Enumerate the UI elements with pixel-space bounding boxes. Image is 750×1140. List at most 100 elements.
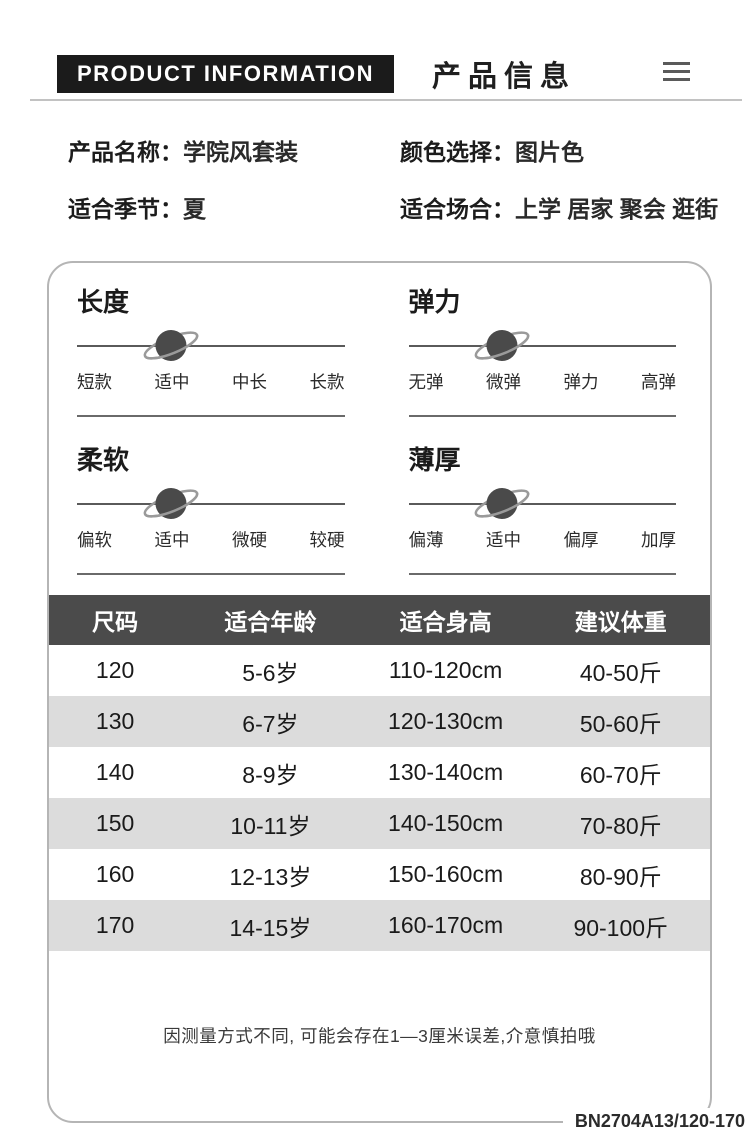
cell-height: 150-160cm (388, 861, 504, 887)
detail-value: 夏 (183, 196, 206, 222)
menu-line (663, 77, 690, 81)
slider-option: 适中 (154, 372, 190, 392)
planet-marker-icon (143, 488, 199, 519)
cell-size: 140 (95, 759, 135, 785)
cell-height: 110-120cm (388, 657, 503, 683)
cell-age: 8-9岁 (242, 761, 299, 788)
header: PRODUCT INFORMATION 产品信息 (57, 55, 702, 93)
table-row: 120 5-6岁 110-120cm 40-50斤 (49, 645, 710, 696)
detail-value: 学院风套装 (183, 139, 298, 165)
slider-option: 短款 (77, 372, 112, 392)
detail-label: 适合场合： (400, 196, 515, 222)
slider-track (408, 330, 676, 361)
detail-occasion: 适合场合：上学 居家 聚会 逛街 (400, 194, 750, 224)
slider-divider (77, 415, 345, 417)
slider-title: 弹力 (408, 287, 461, 317)
slider-option: 偏厚 (563, 530, 599, 550)
header-divider (30, 99, 742, 101)
slider-track (408, 488, 676, 519)
cell-weight: 40-50斤 (579, 659, 662, 686)
cell-age: 14-15岁 (229, 914, 312, 941)
attributes-and-size-box: 长度 短款 适中 中长 长款 (47, 261, 712, 1123)
slider-thickness: 薄厚 偏薄 适中 偏厚 加厚 (408, 445, 677, 575)
cell-height: 140-150cm (388, 810, 504, 836)
slider-options: 短款 适中 中长 长款 (77, 371, 345, 393)
slider-option: 适中 (486, 530, 521, 550)
slider-track (77, 488, 345, 519)
detail-label: 产品名称： (68, 139, 183, 165)
size-table: 尺码 适合年龄 适合身高 建议体重 120 5-6岁 110-120cm 40-… (49, 595, 710, 951)
cell-age: 10-11岁 (230, 812, 311, 839)
detail-label: 适合季节： (68, 196, 183, 222)
planet-marker-icon (474, 488, 530, 519)
slider-options: 偏薄 适中 偏厚 加厚 (409, 529, 677, 551)
cell-size: 150 (95, 810, 135, 836)
cell-size: 130 (95, 708, 135, 734)
detail-season: 适合季节：夏 (68, 194, 400, 224)
cell-weight: 50-60斤 (579, 710, 662, 737)
slider-softness: 柔软 偏软 适中 微硬 较硬 (77, 445, 345, 575)
menu-line (663, 61, 690, 65)
column-header: 建议体重 (574, 609, 667, 635)
slider-divider (408, 415, 676, 417)
product-information-badge: PRODUCT INFORMATION (57, 55, 394, 93)
cell-size: 170 (95, 912, 135, 938)
table-row: 140 8-9岁 130-140cm 60-70斤 (49, 747, 710, 798)
table-row: 170 14-15岁 160-170cm 90-100斤 (49, 900, 710, 951)
slider-options: 偏软 适中 微硬 较硬 (77, 529, 345, 551)
slider-elasticity: 弹力 无弹 微弹 弹力 高弹 (408, 287, 677, 417)
cell-age: 5-6岁 (242, 659, 299, 686)
slider-length: 长度 短款 适中 中长 长款 (77, 287, 345, 417)
slider-option: 中长 (232, 372, 267, 392)
measurement-note: 因测量方式不同, 可能会存在1—3厘米误差,介意慎拍哦 (163, 1026, 596, 1046)
cell-height: 160-170cm (388, 912, 504, 938)
slider-option: 加厚 (641, 530, 676, 550)
table-row: 150 10-11岁 140-150cm 70-80斤 (49, 798, 710, 849)
slider-options: 无弹 微弹 弹力 高弹 (409, 371, 677, 393)
detail-color: 颜色选择：图片色 (400, 137, 750, 167)
slider-option: 微弹 (486, 372, 521, 392)
slider-divider (408, 573, 676, 575)
product-details: 产品名称：学院风套装 颜色选择：图片色 适合季节：夏 适合场合：上学 居家 聚会… (68, 137, 750, 224)
slider-option: 偏软 (77, 530, 112, 550)
cell-size: 120 (95, 657, 135, 683)
slider-option: 较硬 (309, 530, 345, 550)
planet-marker-icon (474, 330, 530, 361)
hamburger-menu-icon[interactable] (663, 61, 690, 87)
slider-option: 高弹 (641, 372, 676, 392)
slider-title: 薄厚 (408, 445, 461, 475)
column-header: 尺码 (92, 609, 139, 635)
size-table-header: 尺码 适合年龄 适合身高 建议体重 (49, 595, 710, 645)
slider-option: 微硬 (232, 530, 267, 550)
slider-option: 偏薄 (408, 530, 444, 550)
planet-marker-icon (143, 330, 199, 361)
menu-line (663, 69, 690, 73)
slider-track (77, 330, 345, 361)
cell-weight: 80-90斤 (579, 863, 662, 890)
detail-value: 上学 居家 聚会 逛街 (515, 196, 719, 222)
cell-height: 120-130cm (388, 708, 504, 734)
attribute-sliders: 长度 短款 适中 中长 长款 (49, 263, 710, 575)
page-title: 产品信息 (431, 61, 576, 93)
table-row: 130 6-7岁 120-130cm 50-60斤 (49, 696, 710, 747)
cell-age: 12-13岁 (229, 863, 312, 890)
cell-weight: 60-70斤 (579, 761, 662, 788)
slider-option: 长款 (309, 372, 345, 392)
cell-weight: 90-100斤 (573, 914, 669, 941)
cell-size: 160 (95, 861, 135, 887)
table-row: 160 12-13岁 150-160cm 80-90斤 (49, 849, 710, 900)
slider-option: 适中 (154, 530, 190, 550)
cell-height: 130-140cm (388, 759, 504, 785)
detail-value: 图片色 (515, 139, 584, 165)
detail-label: 颜色选择： (400, 139, 515, 165)
product-code: BN2704A13/120-170 (562, 1108, 745, 1134)
slider-title: 长度 (77, 287, 130, 317)
slider-title: 柔软 (77, 445, 130, 475)
column-header: 适合身高 (399, 609, 492, 635)
cell-age: 6-7岁 (242, 710, 299, 737)
cell-weight: 70-80斤 (579, 812, 662, 839)
slider-option: 弹力 (563, 372, 599, 392)
slider-option: 无弹 (408, 372, 444, 392)
column-header: 适合年龄 (224, 609, 317, 635)
